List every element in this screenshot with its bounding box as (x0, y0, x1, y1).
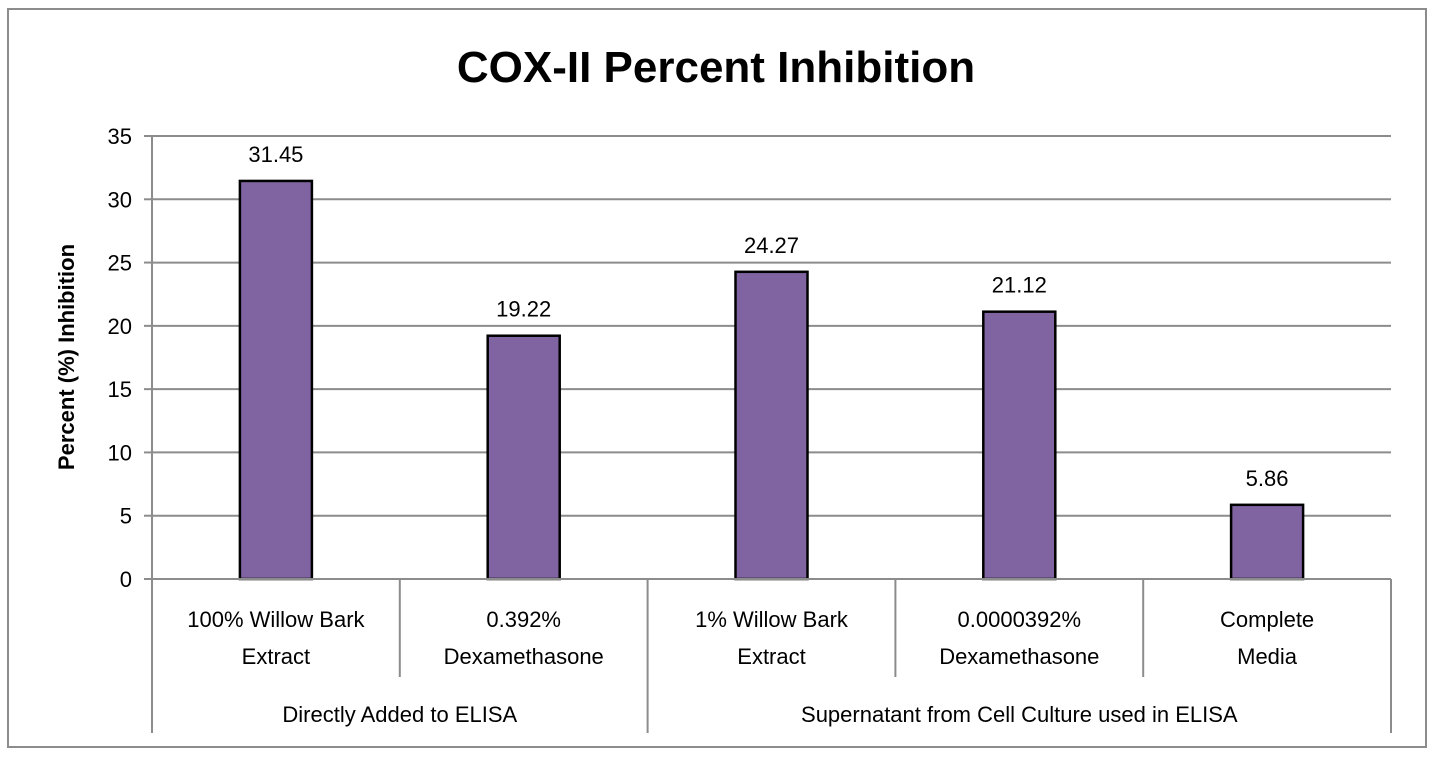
bar (1229, 503, 1305, 581)
y-axis-label: Percent (%) Inhibition (54, 244, 79, 470)
y-tick-label: 10 (108, 440, 132, 465)
y-tick-label: 25 (108, 251, 132, 276)
category-label: Dexamethasone (939, 644, 1099, 669)
category-label: Media (1237, 644, 1298, 669)
axes (144, 135, 1392, 733)
bar (486, 334, 561, 581)
group-labels: Directly Added to ELISA Supernatant from … (282, 702, 1238, 727)
data-label: 19.22 (496, 297, 551, 322)
y-tick-label: 15 (108, 377, 132, 402)
y-tick-label: 5 (120, 504, 132, 529)
category-label: 100% Willow Bark (187, 607, 365, 632)
category-label: 0.0000392% (958, 607, 1082, 632)
category-label: Extract (242, 644, 310, 669)
category-labels: 100% Willow Bark Extract 0.392% Dexamethaso… (187, 607, 1314, 669)
data-label: 31.45 (248, 142, 303, 167)
y-tick-label: 30 (108, 187, 132, 212)
bar (982, 310, 1057, 581)
category-label: Dexamethasone (444, 644, 604, 669)
category-label: 1% Willow Bark (695, 607, 849, 632)
y-tick-labels: 0 5 10 15 20 25 30 35 (108, 124, 132, 592)
bar (734, 270, 809, 581)
data-label: 21.12 (992, 273, 1047, 298)
category-label: Complete (1220, 607, 1314, 632)
group-label: Directly Added to ELISA (282, 702, 517, 727)
chart-title: COX-II Percent Inhibition (457, 43, 975, 92)
y-tick-label: 0 (120, 567, 132, 592)
y-tick-label: 35 (108, 124, 132, 149)
data-label: 5.86 (1246, 466, 1289, 491)
category-label: 0.392% (486, 607, 561, 632)
data-labels: 31.45 19.22 24.27 21.12 5.86 (248, 142, 1288, 491)
y-tick-label: 20 (108, 314, 132, 339)
group-label: Supernatant from Cell Culture used in EL… (801, 702, 1238, 727)
bars (238, 179, 1305, 581)
category-label: Extract (737, 644, 805, 669)
bar (238, 179, 314, 581)
chart-border (7, 8, 1427, 748)
data-label: 24.27 (744, 233, 799, 258)
